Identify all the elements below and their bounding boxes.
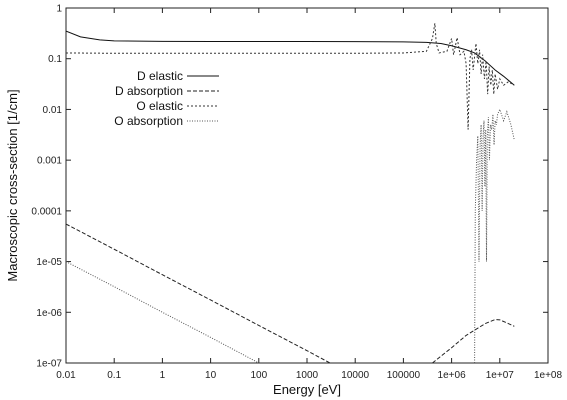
ticks-layer: 0.01 0.1 1 10 100 1000 10000 100000 1e+06 1e+07 1e… — [31, 4, 562, 382]
series-line-o-absorption — [66, 108, 515, 363]
series-line-d-elastic — [66, 30, 515, 86]
x-tick-label: 100000 — [387, 370, 421, 381]
y-axis-title: Macroscopic cross-section [1/cm] — [5, 89, 20, 281]
y-tick-label: 1e-06 — [36, 308, 62, 319]
x-tick-label: 1e+06 — [438, 370, 467, 381]
x-tick-label: 0.01 — [56, 370, 76, 381]
y-tick-label: 1 — [56, 4, 62, 15]
y-tick-label: 0.0001 — [31, 206, 62, 217]
x-tick-label: 10000 — [341, 370, 369, 381]
legend-label: D elastic — [137, 69, 183, 83]
x-tick-label: 0.1 — [107, 370, 121, 381]
x-tick-label: 1e+08 — [534, 370, 563, 381]
legend-label: O elastic — [136, 99, 183, 113]
y-tick-label: 0.001 — [37, 156, 62, 167]
x-tick-label: 10 — [205, 370, 217, 381]
legend-label: D absorption — [115, 84, 183, 98]
x-tick-label: 1 — [160, 370, 166, 381]
x-tick-label: 100 — [250, 370, 267, 381]
x-axis-title: Energy [eV] — [273, 382, 341, 397]
y-tick-label: 0.1 — [48, 54, 62, 65]
series-line-o-elastic — [66, 23, 515, 130]
y-tick-label: 1e-07 — [36, 359, 62, 370]
legend-label: O absorption — [114, 114, 183, 128]
y-tick-label: 0.01 — [43, 105, 63, 116]
y-tick-label: 1e-05 — [36, 257, 62, 268]
x-tick-label: 1000 — [296, 370, 319, 381]
x-tick-label: 1e+07 — [486, 370, 515, 381]
series-line-d-absorption — [66, 223, 515, 363]
series-layer — [66, 23, 515, 363]
